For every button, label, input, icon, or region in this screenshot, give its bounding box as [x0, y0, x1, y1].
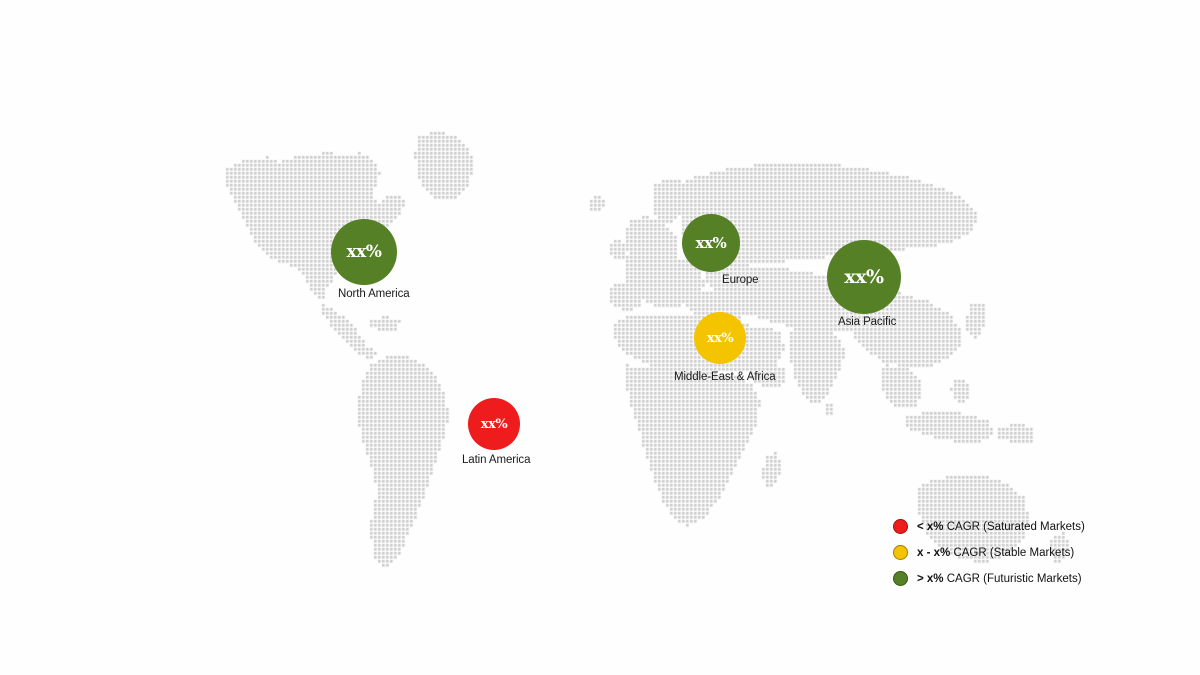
legend-item-stable[interactable]: x - x% CAGR (Stable Markets)	[893, 545, 1085, 560]
region-bubble-europe[interactable]: xx%	[682, 214, 740, 272]
legend-label-saturated: < x% CAGR (Saturated Markets)	[917, 521, 1085, 533]
legend-threshold-futuristic: > x%	[917, 572, 944, 585]
region-label-middle-east-africa: Middle-East & Africa	[674, 371, 776, 383]
region-label-europe: Europe	[722, 274, 759, 286]
legend-label-stable: x - x% CAGR (Stable Markets)	[917, 547, 1074, 559]
legend-dot-stable-icon	[893, 545, 908, 560]
legend-item-saturated[interactable]: < x% CAGR (Saturated Markets)	[893, 519, 1085, 534]
legend-threshold-stable: x - x%	[917, 546, 951, 559]
region-bubble-asia-pacific[interactable]: xx%	[827, 240, 901, 314]
legend-threshold-saturated: < x%	[917, 520, 944, 533]
region-label-north-america: North America	[338, 288, 410, 300]
region-value-middle-east-africa: xx%	[706, 330, 734, 346]
region-value-asia-pacific: xx%	[844, 265, 884, 288]
region-bubble-middle-east-africa[interactable]: xx%	[694, 312, 746, 364]
legend-label-futuristic: > x% CAGR (Futuristic Markets)	[917, 573, 1082, 585]
region-label-latin-america: Latin America	[462, 454, 531, 466]
legend-desc-futuristic: CAGR (Futuristic Markets)	[943, 572, 1082, 585]
region-label-asia-pacific: Asia Pacific	[838, 316, 897, 328]
cagr-legend: < x% CAGR (Saturated Markets) x - x% CAGR…	[893, 519, 1085, 586]
legend-dot-futuristic-icon	[893, 571, 908, 586]
region-value-north-america: xx%	[346, 241, 382, 262]
legend-desc-stable: CAGR (Stable Markets)	[950, 546, 1075, 559]
legend-dot-saturated-icon	[893, 519, 908, 534]
legend-desc-saturated: CAGR (Saturated Markets)	[943, 520, 1085, 533]
region-value-europe: xx%	[695, 233, 727, 252]
region-bubble-latin-america[interactable]: xx%	[468, 398, 520, 450]
region-bubble-north-america[interactable]: xx%	[331, 219, 397, 285]
legend-item-futuristic[interactable]: > x% CAGR (Futuristic Markets)	[893, 571, 1085, 586]
region-value-latin-america: xx%	[480, 416, 508, 432]
